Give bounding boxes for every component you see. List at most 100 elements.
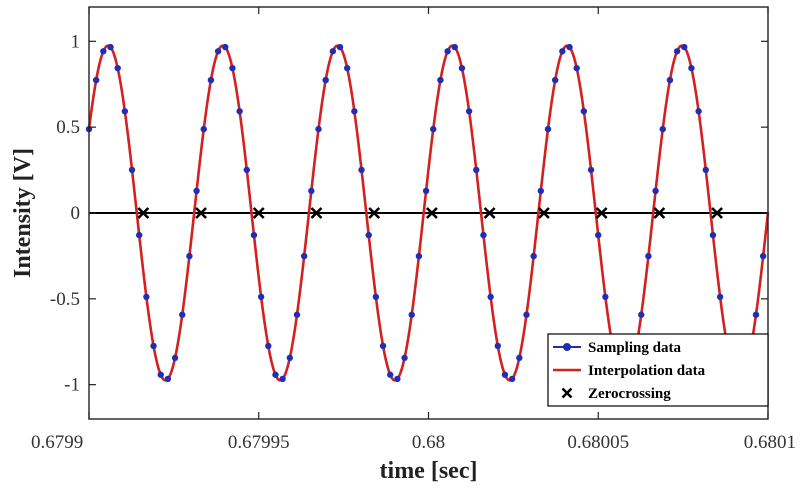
zerocrossing-point bbox=[310, 207, 323, 219]
sampling-point bbox=[587, 166, 595, 174]
sampling-point bbox=[480, 231, 487, 239]
sampling-point bbox=[365, 231, 372, 239]
sampling-point bbox=[336, 43, 344, 51]
sampling-point bbox=[487, 293, 494, 301]
sampling-point bbox=[343, 64, 351, 72]
sampling-point bbox=[602, 293, 609, 301]
sampling-point bbox=[659, 125, 666, 133]
sampling-point bbox=[702, 166, 709, 174]
sampling-point bbox=[114, 64, 121, 72]
sampling-point bbox=[379, 342, 387, 350]
x-tick-label: 0.6799 bbox=[31, 432, 83, 453]
sampling-point bbox=[157, 371, 164, 378]
sampling-point bbox=[645, 252, 652, 260]
interpolation-curve bbox=[87, 44, 770, 382]
sampling-point bbox=[136, 231, 143, 239]
sampling-point bbox=[415, 252, 423, 260]
sampling-point bbox=[544, 125, 552, 133]
sampling-point bbox=[673, 48, 681, 55]
sampling-point bbox=[293, 311, 301, 318]
sampling-point bbox=[351, 108, 358, 115]
sampling-point bbox=[523, 311, 530, 318]
zerocrossing-point bbox=[653, 207, 666, 219]
sampling-point bbox=[458, 64, 466, 72]
sampling-point bbox=[759, 252, 767, 260]
sampling-point bbox=[92, 76, 100, 84]
legend-box bbox=[547, 333, 769, 407]
sampling-point bbox=[300, 252, 308, 260]
sampling-point bbox=[595, 231, 602, 239]
sampling-point bbox=[716, 293, 724, 301]
sampling-point bbox=[143, 293, 150, 301]
sampling-point bbox=[121, 108, 129, 115]
sampling-point bbox=[229, 64, 236, 72]
zerocrossing-point bbox=[195, 207, 207, 219]
sampling-point bbox=[265, 342, 272, 350]
sampling-point bbox=[171, 354, 179, 362]
legend: Sampling data Interpolation data Zerocro… bbox=[547, 333, 769, 407]
sampling-point bbox=[559, 48, 566, 55]
legend-zerocrossing-label: Zerocrossing bbox=[588, 386, 671, 402]
sampling-point bbox=[752, 311, 760, 318]
sampling-point bbox=[494, 342, 501, 350]
sampling-point bbox=[422, 187, 430, 195]
x-tick-label: 0.6801 bbox=[744, 432, 796, 453]
sampling-point bbox=[128, 166, 136, 174]
sampling-point bbox=[408, 311, 415, 318]
sampling-point bbox=[473, 166, 480, 174]
sampling-point bbox=[709, 231, 717, 239]
sampling-point bbox=[501, 371, 509, 378]
y-tick-label: 0 bbox=[71, 203, 81, 224]
sampling-point bbox=[530, 252, 537, 260]
sampling-point bbox=[372, 293, 380, 301]
x-axis-title: time [sec] bbox=[380, 458, 478, 484]
sampling-point bbox=[437, 76, 444, 84]
sampling-point bbox=[329, 48, 337, 55]
sampling-point bbox=[286, 354, 294, 362]
sampling-point bbox=[508, 375, 516, 383]
legend-zerocrossing-x bbox=[561, 387, 573, 399]
legend-interpolation-label: Interpolation data bbox=[588, 363, 706, 379]
zerocrossing-point bbox=[425, 207, 438, 219]
legend-sampling-label: Sampling data bbox=[588, 340, 681, 356]
sampling-point bbox=[688, 64, 695, 72]
sampling-point bbox=[358, 166, 365, 174]
sampling-point bbox=[444, 48, 451, 55]
sampling-point bbox=[186, 252, 193, 260]
sampling-point bbox=[107, 43, 114, 51]
y-tick-label: -0.5 bbox=[50, 289, 80, 310]
sampling-point bbox=[580, 108, 588, 115]
sampling-point bbox=[150, 342, 157, 350]
sampling-point bbox=[695, 108, 702, 115]
sampling-point bbox=[250, 231, 258, 239]
sampling-point bbox=[214, 48, 222, 55]
sampling-point bbox=[222, 43, 229, 51]
sampling-point bbox=[207, 76, 215, 84]
zerocrossing-point bbox=[595, 207, 608, 219]
sampling-point bbox=[279, 375, 286, 383]
y-tick-label: 1 bbox=[71, 31, 81, 52]
sampling-point bbox=[638, 311, 645, 318]
sampling-point bbox=[573, 64, 580, 72]
sampling-point bbox=[516, 354, 523, 362]
sampling-point bbox=[681, 43, 688, 51]
sampling-point bbox=[652, 187, 659, 195]
sampling-point bbox=[465, 108, 473, 115]
zerocrossing-point bbox=[137, 207, 150, 219]
sampling-point bbox=[164, 375, 172, 383]
zerocrossing-point bbox=[711, 207, 723, 219]
sampling-point bbox=[430, 125, 437, 133]
x-tick-label: 0.68005 bbox=[567, 432, 629, 453]
sampling-point bbox=[315, 125, 322, 133]
legend-zerocrossing-marker bbox=[561, 387, 573, 399]
sampling-point bbox=[666, 76, 674, 84]
sampling-point bbox=[200, 125, 207, 133]
sampling-point bbox=[179, 311, 186, 318]
sampling-point bbox=[193, 187, 200, 195]
sampling-point bbox=[551, 76, 559, 84]
sampling-point bbox=[451, 43, 458, 51]
legend-sampling-marker bbox=[563, 343, 571, 351]
sampling-point bbox=[243, 166, 250, 174]
y-tick-label: -1 bbox=[64, 375, 80, 396]
sampling-point bbox=[272, 371, 279, 378]
